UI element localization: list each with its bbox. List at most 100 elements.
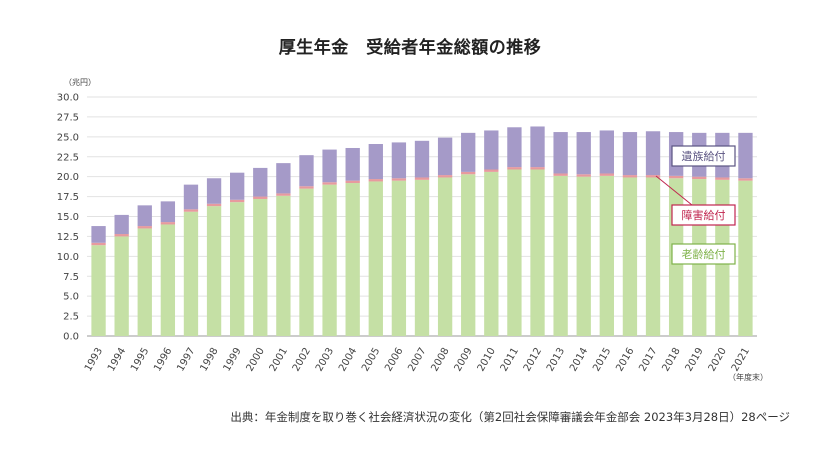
y-tick-label: 22.5 xyxy=(57,152,79,163)
bar-segment-1 xyxy=(322,184,337,336)
bar-segment-2 xyxy=(391,178,407,181)
bar-segment-2 xyxy=(183,209,199,212)
bar-segment-1 xyxy=(576,176,591,336)
x-tick-label: 2006 xyxy=(383,346,405,374)
bar-segment-1 xyxy=(414,179,430,336)
x-tick-label: 2010 xyxy=(476,346,498,374)
x-tick-label: 2000 xyxy=(245,346,267,374)
bar-segment-3 xyxy=(137,205,152,227)
bar-segment-1 xyxy=(507,169,522,336)
bar-segment-3 xyxy=(414,140,430,178)
bar-segment-1 xyxy=(622,177,638,336)
bar-segment-1 xyxy=(738,180,753,336)
source-note: 出典：年金制度を取り巻く社会経済状況の変化（第2回社会保障審議会年金部会 202… xyxy=(230,410,790,424)
bar-segment-2 xyxy=(230,199,245,203)
bar-segment-2 xyxy=(530,167,545,170)
x-tick-label: 1998 xyxy=(198,346,220,374)
bar-segment-2 xyxy=(715,177,730,180)
x-tick-label: 2011 xyxy=(499,346,521,374)
bar-segment-2 xyxy=(645,175,661,178)
bar-segment-2 xyxy=(507,167,522,170)
bar-segment-3 xyxy=(230,172,245,200)
legend-leader-line xyxy=(655,175,693,206)
x-tick-label: 2020 xyxy=(707,346,729,374)
legend-box xyxy=(671,243,736,265)
x-axis-unit-label: （年度末） xyxy=(728,372,768,382)
bar-segment-3 xyxy=(368,144,383,180)
y-tick-label: 10.0 xyxy=(57,252,79,263)
bar-segment-1 xyxy=(345,183,360,336)
bar-segment-3 xyxy=(507,127,522,168)
x-tick-label: 2015 xyxy=(591,346,613,374)
bar-segment-2 xyxy=(206,203,222,207)
bar-segment-2 xyxy=(345,180,360,184)
bar-segment-2 xyxy=(276,193,291,196)
bar-segment-1 xyxy=(553,175,568,336)
y-tick-label: 12.5 xyxy=(57,232,79,243)
x-tick-label: 2016 xyxy=(614,346,636,374)
x-tick-label: 2013 xyxy=(545,346,567,374)
bar-segment-3 xyxy=(91,226,106,243)
legend-box xyxy=(671,145,736,167)
bar-segment-2 xyxy=(668,175,684,179)
bar-segment-3 xyxy=(114,214,129,235)
y-tick-label: 2.5 xyxy=(63,312,79,323)
bar-segment-2 xyxy=(160,222,176,225)
legend-label: 障害給付 xyxy=(682,208,726,222)
bar-segment-2 xyxy=(322,182,337,185)
y-tick-label: 25.0 xyxy=(57,132,79,143)
bar-segment-3 xyxy=(437,137,453,176)
bar-segment-1 xyxy=(137,228,152,336)
x-tick-label: 2017 xyxy=(637,346,659,374)
bar-segment-2 xyxy=(692,176,707,180)
bar-segment-2 xyxy=(576,174,591,177)
y-tick-label: 20.0 xyxy=(57,172,79,183)
bars xyxy=(91,126,753,336)
x-tick-label: 1995 xyxy=(129,346,151,374)
chart-title: 厚生年金 受給者年金総額の推移 xyxy=(278,38,542,58)
bar-segment-3 xyxy=(160,201,176,223)
bar-segment-2 xyxy=(738,178,753,181)
bar-segment-1 xyxy=(599,175,614,336)
bar-segment-3 xyxy=(183,184,199,210)
bar-segment-3 xyxy=(645,131,661,176)
legend-label: 老齢給付 xyxy=(682,247,726,261)
x-tick-label: 2018 xyxy=(660,346,682,374)
axes: 0.0 2.5 5.0 7.5 10.0 12.5 15.0 17.5 20.0 22.5 25.0… xyxy=(57,93,752,374)
x-tick-label: 2012 xyxy=(522,346,544,374)
x-tick-label: 2021 xyxy=(730,346,752,374)
bar-segment-1 xyxy=(530,169,545,336)
x-tick-label: 2019 xyxy=(684,346,706,374)
bar-segment-3 xyxy=(345,147,360,181)
bar-segment-1 xyxy=(484,171,499,336)
y-tick-label: 30.0 xyxy=(57,93,79,104)
bar-segment-2 xyxy=(137,226,152,229)
bar-segment-3 xyxy=(461,132,476,172)
bar-segment-2 xyxy=(91,242,106,246)
bar-segment-1 xyxy=(461,174,476,336)
bar-segment-2 xyxy=(414,177,430,180)
bar-segment-1 xyxy=(160,224,176,336)
legend-label: 遺族給付 xyxy=(682,149,726,163)
x-tick-label: 2004 xyxy=(337,346,359,374)
x-tick-label: 2008 xyxy=(429,346,451,374)
y-tick-label: 7.5 xyxy=(63,272,79,283)
bar-segment-1 xyxy=(645,177,661,336)
x-tick-label: 2003 xyxy=(314,346,336,374)
x-tick-label: 1997 xyxy=(175,346,197,374)
bar-segment-1 xyxy=(114,236,129,336)
x-tick-label: 2014 xyxy=(568,346,590,374)
x-tick-label: 2007 xyxy=(406,346,428,374)
x-tick-label: 2009 xyxy=(453,346,475,374)
bar-segment-1 xyxy=(299,188,314,336)
bar-segment-2 xyxy=(299,186,314,189)
bar-segment-1 xyxy=(368,181,383,336)
bar-segment-1 xyxy=(253,198,268,336)
y-axis-unit-label: （兆円） xyxy=(64,77,96,87)
bar-segment-2 xyxy=(114,234,129,237)
y-tick-label: 5.0 xyxy=(63,292,79,303)
bar-segment-3 xyxy=(484,130,499,170)
bar-segment-3 xyxy=(206,178,222,204)
